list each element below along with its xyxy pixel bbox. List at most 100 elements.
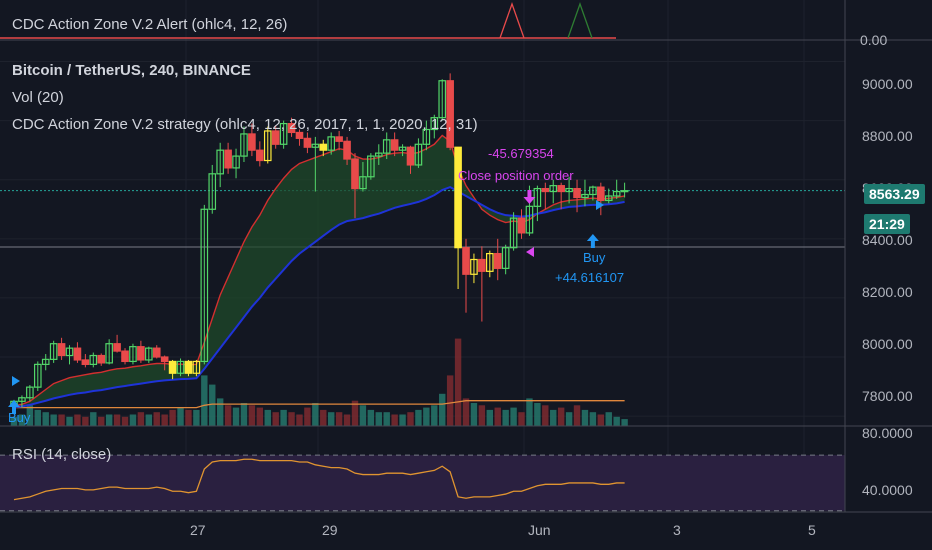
candle-body (295, 131, 304, 139)
volume-bar (137, 412, 145, 426)
volume-bar (10, 416, 18, 426)
volume-bar (383, 412, 390, 426)
volume-legend[interactable]: Vol (20) (12, 89, 64, 106)
volume-bar (510, 407, 517, 426)
candle-body (18, 397, 26, 402)
price-tick: 8000.00 (862, 336, 913, 352)
candle-body (208, 173, 217, 210)
candle-body (597, 186, 605, 202)
candle-body (541, 187, 550, 193)
candle-body (240, 133, 248, 157)
candle-body (486, 252, 494, 272)
symbol-title[interactable]: Bitcoin / TetherUS, 240, BINANCE (12, 62, 251, 79)
volume-bar (494, 407, 501, 426)
candle-body (184, 360, 193, 374)
volume-bar (557, 407, 565, 426)
candle-body (382, 139, 391, 154)
volume-bar (169, 409, 176, 426)
volume-bar (550, 409, 557, 426)
volume-bar (18, 414, 26, 426)
rsi-title[interactable]: RSI (14, close) (12, 446, 112, 463)
volume-bar (74, 414, 81, 426)
candle-body (359, 176, 367, 190)
strategy-legend[interactable]: CDC Action Zone V.2 strategy (ohlc4, 12,… (12, 116, 478, 133)
countdown-badge: 21:29 (864, 214, 910, 234)
volume-bar (621, 419, 628, 426)
volume-bar (470, 403, 478, 426)
rsi-pane (0, 454, 845, 512)
candle-body (200, 208, 209, 363)
volume-bar (391, 414, 398, 426)
candle-body (335, 136, 343, 142)
volume-bar (145, 414, 153, 426)
volume-bar (573, 405, 581, 426)
candle-body (573, 187, 581, 199)
last-price-badge: 8563.29 (864, 184, 925, 204)
volume-bar (589, 412, 597, 426)
volume-bar (232, 407, 240, 426)
candle-body (454, 146, 462, 249)
candle-body (581, 193, 589, 199)
candle-body (501, 247, 510, 269)
volume-bar (581, 409, 589, 426)
candle-body (303, 137, 312, 148)
candle-body (49, 343, 58, 360)
price-tick: 8400.00 (862, 232, 913, 248)
candle-body (390, 139, 399, 151)
candle-body (367, 155, 375, 178)
candle-body (81, 359, 90, 365)
volume-bar (605, 412, 612, 426)
buy-amount-label: +44.616107 (555, 270, 625, 285)
rsi-axis-bottom: 40.0000 (862, 482, 913, 498)
volume-bar (304, 407, 311, 426)
price-tick: 8200.00 (862, 284, 913, 300)
time-tick: 5 (808, 522, 816, 538)
alert-spike (499, 2, 525, 39)
close-position-label: Close position order (458, 168, 574, 183)
candle-body (620, 190, 629, 193)
close-pnl-label: -45.679354 (488, 146, 554, 161)
volume-bar (359, 405, 367, 426)
candle-body (470, 258, 478, 275)
volume-bar (328, 412, 335, 426)
candle-body (129, 346, 137, 363)
volume-bar (58, 414, 65, 426)
volume-bar (478, 405, 486, 426)
volume-ma-line (14, 400, 625, 409)
volume-bar (415, 409, 422, 426)
trade-markers (8, 190, 604, 414)
volume-bar (288, 412, 295, 426)
volume-bar (351, 400, 359, 426)
volume-bar (264, 409, 271, 426)
candle-body (525, 205, 534, 234)
candle-body (279, 122, 288, 145)
candles[interactable] (10, 73, 629, 411)
volume-bar (446, 375, 454, 426)
price-tick: 8800.00 (862, 128, 913, 144)
candle-body (398, 146, 407, 151)
buy-label: Buy (583, 250, 606, 265)
volume-bar (98, 416, 105, 426)
price-tick: 7800.00 (862, 388, 913, 404)
candle-body (168, 360, 177, 374)
volume-bars (10, 338, 628, 426)
candle-body (137, 346, 145, 361)
volume-bar (177, 407, 184, 426)
volume-bar (240, 403, 248, 426)
close-arrow (523, 190, 536, 204)
volume-bar (375, 412, 382, 426)
volume-bar (26, 405, 34, 426)
candle-body (319, 143, 328, 151)
rsi-axis-top: 80.0000 (862, 425, 913, 441)
candle-body (414, 143, 423, 166)
buy-arrow (8, 400, 20, 414)
candle-body (73, 347, 82, 361)
candle-body (26, 386, 34, 399)
volume-bar (296, 414, 303, 426)
candle-body (192, 360, 201, 374)
volume-bar (209, 384, 216, 426)
pane-separators (0, 0, 932, 513)
candle-body (152, 347, 161, 358)
volume-bar (216, 398, 224, 426)
